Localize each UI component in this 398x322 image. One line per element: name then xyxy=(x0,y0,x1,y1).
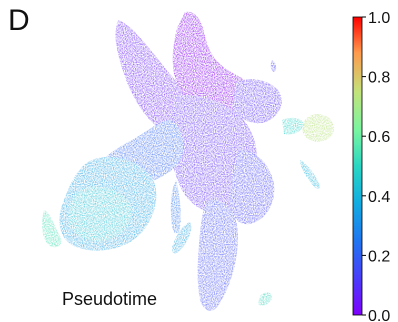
colorbar xyxy=(352,16,363,316)
colorbar-tick-label: 0.8 xyxy=(368,70,390,87)
annotation-label: Pseudotime xyxy=(62,289,157,309)
cluster-bottom-right-small xyxy=(258,292,272,306)
colorbar-tick-label: 0.4 xyxy=(368,189,390,206)
cluster-top-right-speck xyxy=(270,60,277,72)
cluster-far-left-tip xyxy=(42,210,62,248)
colorbar-tick-label: 0.6 xyxy=(368,129,390,146)
cluster-right-arm xyxy=(232,79,282,124)
colorbar-ticks: 0.0 0.2 0.4 0.6 0.8 1.0 xyxy=(362,10,390,322)
cluster-right-strand xyxy=(300,160,320,189)
cluster-right-satellite-tail xyxy=(282,117,304,135)
cluster-right-satellite xyxy=(302,114,334,142)
cluster-lower-left-core xyxy=(68,186,132,242)
colorbar-tick-label: 0.2 xyxy=(368,248,390,265)
colorbar-tick-label: 0.0 xyxy=(368,308,390,322)
colorbar-tick-label: 1.0 xyxy=(368,10,390,27)
cluster-lower-stem xyxy=(197,199,238,311)
cluster-right-lower-lobe xyxy=(229,150,275,225)
cluster-strand-lower xyxy=(171,222,192,254)
panel-label: D xyxy=(8,4,30,37)
cluster-upper-left-arm xyxy=(115,20,190,130)
cluster-strand-left xyxy=(170,180,181,234)
